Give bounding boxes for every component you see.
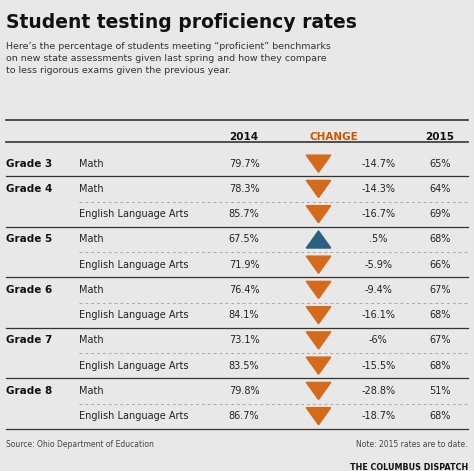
Polygon shape xyxy=(306,307,331,324)
Text: 67%: 67% xyxy=(429,285,450,295)
Text: Math: Math xyxy=(79,159,104,169)
Text: 83.5%: 83.5% xyxy=(229,361,259,371)
Text: -9.4%: -9.4% xyxy=(365,285,392,295)
Text: Math: Math xyxy=(79,285,104,295)
Text: 67%: 67% xyxy=(429,335,450,345)
Text: Grade 5: Grade 5 xyxy=(6,235,52,244)
Text: 73.1%: 73.1% xyxy=(229,335,259,345)
Text: 68%: 68% xyxy=(429,411,450,421)
Text: CHANGE: CHANGE xyxy=(309,132,358,142)
Polygon shape xyxy=(306,180,331,197)
Text: 85.7%: 85.7% xyxy=(228,209,259,219)
Text: -18.7%: -18.7% xyxy=(361,411,395,421)
Text: Student testing proficiency rates: Student testing proficiency rates xyxy=(6,13,357,32)
Text: English Language Arts: English Language Arts xyxy=(79,310,189,320)
Text: 69%: 69% xyxy=(429,209,450,219)
Text: Math: Math xyxy=(79,335,104,345)
Text: 79.8%: 79.8% xyxy=(229,386,259,396)
Text: 84.1%: 84.1% xyxy=(229,310,259,320)
Text: English Language Arts: English Language Arts xyxy=(79,361,189,371)
Polygon shape xyxy=(306,206,331,223)
Text: .5%: .5% xyxy=(369,235,388,244)
Text: -28.8%: -28.8% xyxy=(361,386,395,396)
Polygon shape xyxy=(306,256,331,273)
Text: Grade 7: Grade 7 xyxy=(6,335,53,345)
Polygon shape xyxy=(306,281,331,299)
Text: -14.7%: -14.7% xyxy=(361,159,395,169)
Text: 68%: 68% xyxy=(429,361,450,371)
Text: THE COLUMBUS DISPATCH: THE COLUMBUS DISPATCH xyxy=(350,463,468,471)
Text: -5.9%: -5.9% xyxy=(365,260,392,270)
Text: -6%: -6% xyxy=(369,335,388,345)
Text: 2014: 2014 xyxy=(229,132,259,142)
Text: Here’s the percentage of students meeting “proficient” benchmarks
on new state a: Here’s the percentage of students meetin… xyxy=(6,42,331,75)
Text: English Language Arts: English Language Arts xyxy=(79,260,189,270)
Text: Note: 2015 rates are to date.: Note: 2015 rates are to date. xyxy=(356,440,468,449)
Text: 67.5%: 67.5% xyxy=(228,235,259,244)
Text: English Language Arts: English Language Arts xyxy=(79,209,189,219)
Text: Math: Math xyxy=(79,235,104,244)
Text: 66%: 66% xyxy=(429,260,450,270)
Text: Grade 3: Grade 3 xyxy=(6,159,52,169)
Text: 78.3%: 78.3% xyxy=(229,184,259,194)
Text: 71.9%: 71.9% xyxy=(229,260,259,270)
Text: 68%: 68% xyxy=(429,310,450,320)
Text: -15.5%: -15.5% xyxy=(361,361,395,371)
Polygon shape xyxy=(306,231,331,248)
Polygon shape xyxy=(306,332,331,349)
Polygon shape xyxy=(306,155,331,172)
Text: -16.1%: -16.1% xyxy=(361,310,395,320)
Text: Grade 8: Grade 8 xyxy=(6,386,52,396)
Text: 51%: 51% xyxy=(429,386,450,396)
Text: Grade 6: Grade 6 xyxy=(6,285,52,295)
Polygon shape xyxy=(306,357,331,374)
Text: 65%: 65% xyxy=(429,159,450,169)
Text: 2015: 2015 xyxy=(425,132,454,142)
Text: -14.3%: -14.3% xyxy=(361,184,395,194)
Text: Grade 4: Grade 4 xyxy=(6,184,53,194)
Text: 64%: 64% xyxy=(429,184,450,194)
Text: Source: Ohio Department of Education: Source: Ohio Department of Education xyxy=(6,440,154,449)
Text: Math: Math xyxy=(79,184,104,194)
Text: Math: Math xyxy=(79,386,104,396)
Text: 79.7%: 79.7% xyxy=(228,159,259,169)
Text: English Language Arts: English Language Arts xyxy=(79,411,189,421)
Text: 76.4%: 76.4% xyxy=(229,285,259,295)
Polygon shape xyxy=(306,382,331,399)
Polygon shape xyxy=(306,407,331,425)
Text: 68%: 68% xyxy=(429,235,450,244)
Text: 86.7%: 86.7% xyxy=(229,411,259,421)
Text: -16.7%: -16.7% xyxy=(361,209,395,219)
